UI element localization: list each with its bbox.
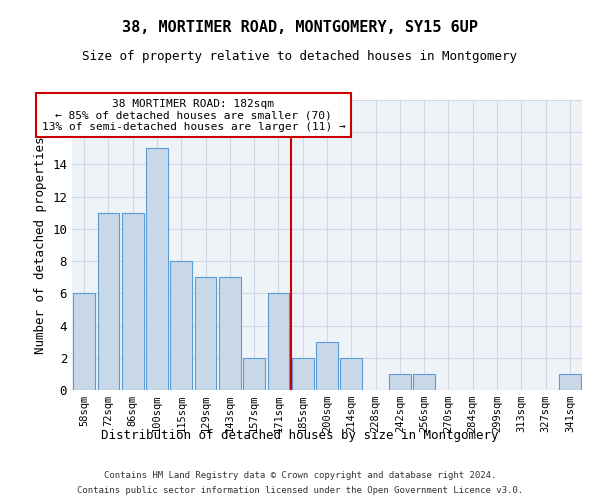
Bar xyxy=(413,374,435,390)
Bar xyxy=(389,374,411,390)
Bar xyxy=(243,358,265,390)
Text: Contains public sector information licensed under the Open Government Licence v3: Contains public sector information licen… xyxy=(77,486,523,495)
Text: Size of property relative to detached houses in Montgomery: Size of property relative to detached ho… xyxy=(83,50,517,63)
Text: Contains HM Land Registry data © Crown copyright and database right 2024.: Contains HM Land Registry data © Crown c… xyxy=(104,471,496,480)
Bar xyxy=(73,294,95,390)
Bar xyxy=(292,358,314,390)
Bar xyxy=(97,213,119,390)
Bar xyxy=(194,277,217,390)
Bar xyxy=(559,374,581,390)
Bar xyxy=(219,277,241,390)
Bar xyxy=(170,261,192,390)
Y-axis label: Number of detached properties: Number of detached properties xyxy=(34,136,47,354)
Text: Distribution of detached houses by size in Montgomery: Distribution of detached houses by size … xyxy=(101,428,499,442)
Bar xyxy=(146,148,168,390)
Bar xyxy=(340,358,362,390)
Bar xyxy=(122,213,143,390)
Bar xyxy=(316,342,338,390)
Text: 38, MORTIMER ROAD, MONTGOMERY, SY15 6UP: 38, MORTIMER ROAD, MONTGOMERY, SY15 6UP xyxy=(122,20,478,35)
Bar xyxy=(268,294,289,390)
Text: 38 MORTIMER ROAD: 182sqm
← 85% of detached houses are smaller (70)
13% of semi-d: 38 MORTIMER ROAD: 182sqm ← 85% of detach… xyxy=(41,98,346,132)
